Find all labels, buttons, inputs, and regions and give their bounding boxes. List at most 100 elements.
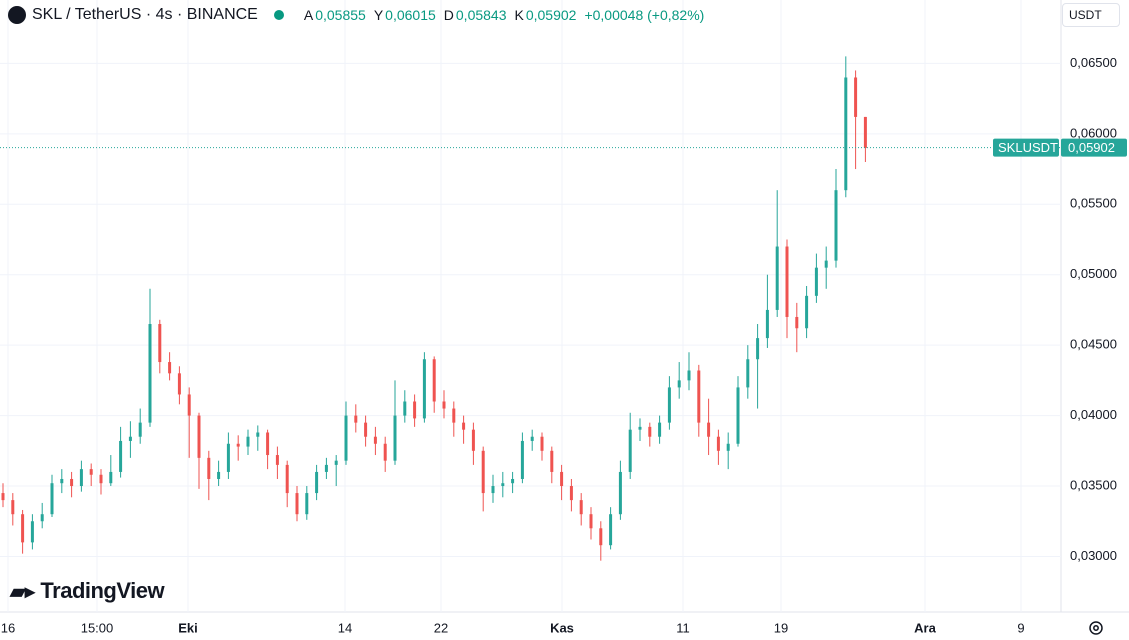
candle-body (11, 500, 15, 515)
candle-body (177, 373, 181, 395)
candle-body (236, 443, 240, 447)
candle-body (530, 436, 534, 441)
symbol[interactable]: SKL / TetherUS · 4s · BINANCE (32, 6, 258, 23)
y-tick-label: 0,04500 (1070, 337, 1117, 352)
candle-body (452, 408, 456, 423)
candle-body (197, 415, 201, 458)
candle-body (765, 309, 769, 339)
candle-body (119, 440, 123, 472)
candle-body (746, 359, 750, 388)
y-tick-label: 0,06500 (1070, 55, 1117, 70)
candle-body (275, 455, 279, 465)
candle-body (226, 443, 230, 472)
candle-body (707, 422, 711, 437)
candle-body (491, 486, 495, 494)
candle-body (158, 324, 162, 363)
candle-body (70, 478, 74, 487)
candle-body (50, 483, 54, 515)
y-tick-label: 0,06000 (1070, 125, 1117, 140)
candle-body (187, 394, 191, 416)
candle-body (128, 436, 132, 441)
candle-body (520, 440, 524, 479)
candle-body (462, 422, 466, 430)
candle-body (432, 359, 436, 402)
candle-body (834, 190, 838, 261)
symbol-tag-label: SKLUSDT (998, 140, 1058, 155)
x-tick-label: 11 (676, 620, 690, 635)
candle-body (697, 370, 701, 423)
candle-body (716, 436, 720, 451)
candle-body (579, 500, 583, 515)
candle-body (334, 460, 338, 465)
ohlc-key: A (303, 7, 314, 23)
candle-body (609, 514, 613, 546)
candle-body (501, 483, 505, 487)
candle-body (863, 116, 867, 148)
ohlc-value: 0,05902 (525, 7, 577, 23)
candle-body (21, 514, 25, 543)
change: +0,00048 (+0,82%) (584, 7, 705, 23)
logo-mark: ▰▸ (10, 580, 35, 603)
y-tick-label: 0,05000 (1070, 266, 1117, 281)
settings-icon[interactable] (1089, 621, 1103, 635)
candle-body (413, 401, 417, 419)
x-tick-label: Ara (914, 620, 936, 635)
ohlc-value: 0,05855 (315, 7, 366, 23)
candle-body (373, 436, 377, 444)
candle-body (89, 469, 93, 475)
candle-body (285, 464, 289, 494)
candle-body (628, 429, 632, 472)
brand-logo[interactable]: ▰▸ TradingView (10, 578, 165, 604)
status-dot (273, 10, 284, 20)
ohlc-key: Y (373, 7, 384, 23)
candle-body (785, 246, 789, 317)
candle-body (99, 474, 103, 484)
x-tick-label: Kas (550, 620, 574, 635)
candle-body (658, 422, 662, 437)
brand: TradingView (40, 578, 165, 603)
candle-body (344, 415, 348, 461)
candle-body (638, 426, 642, 430)
candle-body (148, 324, 152, 423)
candle-body (109, 471, 113, 484)
candle-body (599, 528, 603, 546)
candle-body (805, 295, 809, 329)
candle-body (40, 514, 44, 522)
candle-body (756, 338, 760, 360)
candle-body (736, 387, 740, 444)
candle-body (305, 493, 309, 515)
candle-body (667, 387, 671, 423)
price-tag (1061, 138, 1127, 157)
y-tick-label: 0,04000 (1070, 407, 1117, 422)
candle-body (138, 422, 142, 437)
candle-body (854, 77, 858, 117)
candle-body (511, 478, 515, 484)
candle-body (677, 380, 681, 388)
candle-body (60, 478, 64, 484)
candle-body (560, 471, 564, 487)
candle-body (540, 436, 544, 451)
x-tick-label: 15:00 (81, 620, 114, 635)
candle-body (422, 359, 426, 419)
candle-body (550, 450, 554, 472)
symbol-tag (993, 138, 1059, 157)
candle-body (246, 436, 250, 447)
candle-body (393, 415, 397, 461)
candle-body (30, 521, 34, 543)
ohlc-value: 0,06015 (385, 7, 436, 23)
candle-body (315, 471, 319, 494)
candle-body (383, 443, 387, 461)
candle-body (618, 471, 622, 515)
candle-body (324, 464, 328, 472)
currency-button[interactable]: USDT (1062, 3, 1120, 27)
candle-body (364, 422, 368, 437)
candle-body (844, 77, 848, 191)
x-tick-label: 16 (1, 620, 15, 635)
x-tick-label: Eki (178, 620, 198, 635)
candle-body (266, 432, 270, 456)
x-tick-label: 9 (1017, 620, 1024, 635)
x-tick-label: 19 (774, 620, 788, 635)
candle-body (814, 267, 818, 296)
